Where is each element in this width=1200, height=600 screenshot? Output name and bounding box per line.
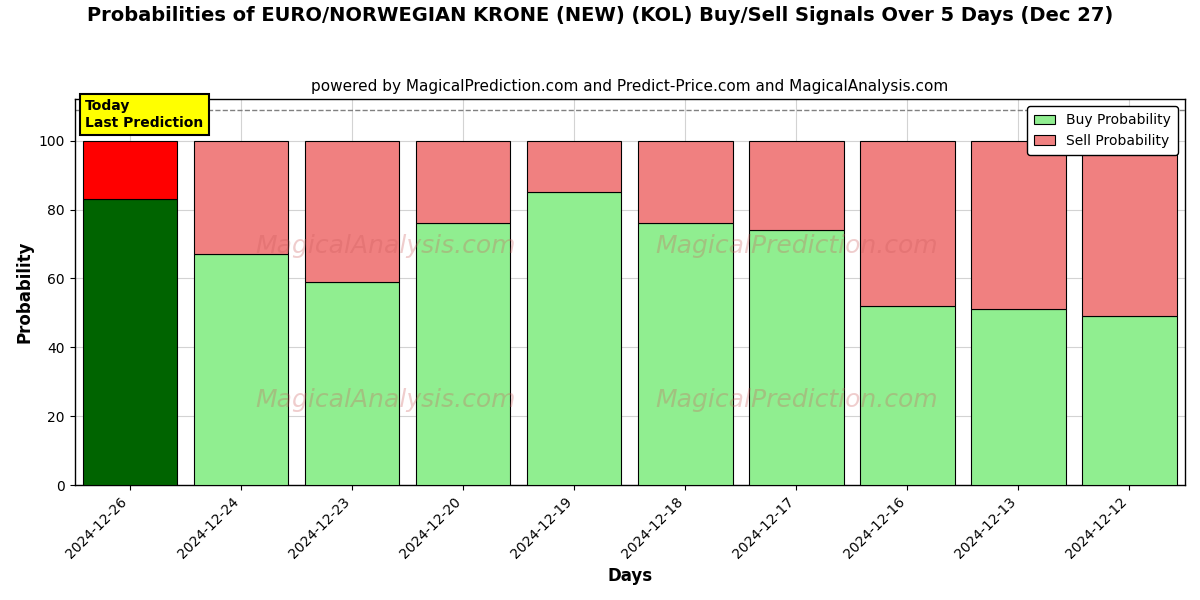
Title: powered by MagicalPrediction.com and Predict-Price.com and MagicalAnalysis.com: powered by MagicalPrediction.com and Pre… — [311, 79, 948, 94]
Bar — [416, 140, 510, 223]
Bar — [749, 230, 844, 485]
Bar — [194, 254, 288, 485]
Bar — [305, 282, 400, 485]
Bar — [971, 140, 1066, 310]
Bar — [416, 223, 510, 485]
Text: Today
Last Prediction: Today Last Prediction — [85, 100, 204, 130]
Bar — [1082, 140, 1177, 316]
Bar — [527, 140, 622, 193]
Text: MagicalPrediction.com: MagicalPrediction.com — [655, 234, 937, 258]
X-axis label: Days: Days — [607, 567, 653, 585]
Text: Probabilities of EURO/NORWEGIAN KRONE (NEW) (KOL) Buy/Sell Signals Over 5 Days (: Probabilities of EURO/NORWEGIAN KRONE (N… — [86, 6, 1114, 25]
Legend: Buy Probability, Sell Probability: Buy Probability, Sell Probability — [1027, 106, 1178, 155]
Bar — [1082, 316, 1177, 485]
Bar — [194, 140, 288, 254]
Bar — [83, 199, 178, 485]
Bar — [527, 193, 622, 485]
Bar — [83, 140, 178, 199]
Bar — [971, 310, 1066, 485]
Text: MagicalPrediction.com: MagicalPrediction.com — [655, 388, 937, 412]
Bar — [860, 306, 955, 485]
Bar — [749, 140, 844, 230]
Y-axis label: Probability: Probability — [16, 241, 34, 343]
Bar — [638, 223, 732, 485]
Bar — [860, 140, 955, 306]
Bar — [638, 140, 732, 223]
Bar — [305, 140, 400, 282]
Text: MagicalAnalysis.com: MagicalAnalysis.com — [256, 388, 516, 412]
Text: MagicalAnalysis.com: MagicalAnalysis.com — [256, 234, 516, 258]
